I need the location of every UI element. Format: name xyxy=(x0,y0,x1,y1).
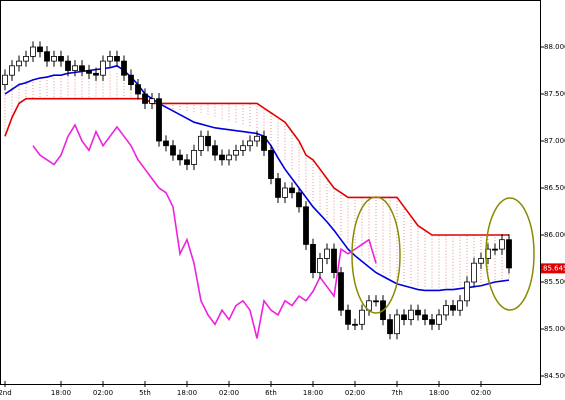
x-tick-label: 5th xyxy=(139,389,151,397)
candle-body xyxy=(338,272,344,311)
indicator-line xyxy=(32,123,377,339)
y-tick-label: 87.000 xyxy=(544,137,565,145)
candle-body xyxy=(44,51,50,62)
x-tick-label: 6th xyxy=(265,389,277,397)
candle-body xyxy=(310,244,316,274)
x-tick-label: 18:00 xyxy=(303,389,323,397)
y-tick-label: 84.500 xyxy=(544,372,565,380)
candle-body xyxy=(114,56,120,62)
candle-body xyxy=(394,314,400,335)
candle-body xyxy=(443,305,449,316)
candle-body xyxy=(191,150,197,165)
candle-body xyxy=(429,319,435,325)
candle-body xyxy=(387,319,393,335)
candle-body xyxy=(128,74,134,86)
x-tick-label: 02:00 xyxy=(345,389,365,397)
candle-body xyxy=(9,65,15,76)
annotation-ellipse xyxy=(351,196,401,314)
candle-body xyxy=(93,72,99,76)
candle-body xyxy=(408,309,414,321)
candle-body xyxy=(198,135,204,151)
x-tick-label: 2nd xyxy=(0,389,12,397)
candle-body xyxy=(233,150,239,156)
annotation-ellipse xyxy=(485,197,535,311)
plot-layer xyxy=(2,41,512,340)
x-tick-label: 18:00 xyxy=(51,389,71,397)
candle-body xyxy=(177,154,183,161)
candle-body xyxy=(156,98,162,142)
candle-body xyxy=(450,305,456,311)
price-box xyxy=(541,263,565,274)
candle-body xyxy=(289,187,295,194)
candle-body xyxy=(359,309,365,325)
candle-body xyxy=(471,262,477,283)
price-label: 85.645 xyxy=(543,264,565,272)
candle-body xyxy=(2,74,8,86)
candle-body xyxy=(37,46,43,53)
candle-body xyxy=(303,206,309,245)
y-tick-label: 85.500 xyxy=(544,278,565,286)
candle-body xyxy=(107,56,113,62)
candle-body xyxy=(219,154,225,161)
candle-body xyxy=(121,60,127,76)
candle-body xyxy=(226,154,232,161)
candle-body xyxy=(30,46,36,57)
y-tick-label: 86.500 xyxy=(544,184,565,192)
candle-body xyxy=(324,248,330,259)
candle-body xyxy=(268,150,274,180)
candle-body xyxy=(163,140,169,147)
candle-body xyxy=(72,65,78,71)
candle-body xyxy=(296,192,302,208)
candle-body xyxy=(58,56,64,62)
plot-frame xyxy=(0,0,541,385)
candle-body xyxy=(79,65,85,71)
candle-body xyxy=(205,135,211,147)
candle-body xyxy=(317,258,323,274)
x-tick-label: 02:00 xyxy=(93,389,113,397)
candle-body xyxy=(499,239,505,250)
candle-body xyxy=(86,70,92,74)
candle-body xyxy=(506,239,512,269)
candle-body xyxy=(464,281,470,302)
y-tick-label: 88.000 xyxy=(544,43,565,51)
candle-body xyxy=(212,145,218,156)
candle-body xyxy=(275,178,281,198)
candle-body xyxy=(254,135,260,142)
candle-body xyxy=(415,309,421,316)
y-tick-label: 86.000 xyxy=(544,231,565,239)
candle-body xyxy=(492,248,498,251)
candle-body xyxy=(65,60,71,71)
candle-body xyxy=(352,323,358,326)
candle-body xyxy=(345,309,351,325)
candle-body xyxy=(240,145,246,151)
y-tick-label: 87.500 xyxy=(544,90,565,98)
x-tick-label: 18:00 xyxy=(429,389,449,397)
candle-body xyxy=(51,56,57,62)
candle-body xyxy=(170,145,176,156)
candle-body xyxy=(100,60,106,76)
candle-body xyxy=(422,314,428,321)
candle-body xyxy=(247,140,253,147)
candle-body xyxy=(16,60,22,67)
x-tick-label: 18:00 xyxy=(177,389,197,397)
candle-body xyxy=(478,258,484,264)
x-tick-label: 02:00 xyxy=(219,389,239,397)
candle-body xyxy=(282,187,288,198)
candle-body xyxy=(142,93,148,104)
y-tick-label: 85.000 xyxy=(544,325,565,333)
candle-body xyxy=(436,314,442,325)
candle-body xyxy=(261,135,267,151)
candle-body xyxy=(401,314,407,321)
candle-body xyxy=(135,84,141,95)
candle-body xyxy=(184,159,190,165)
candle-body xyxy=(331,248,337,274)
x-tick-label: 02:00 xyxy=(471,389,491,397)
candle-body xyxy=(373,300,379,303)
indicator-line xyxy=(4,97,509,236)
candle-body xyxy=(457,300,463,311)
candle-body xyxy=(149,98,155,104)
x-tick-label: 7th xyxy=(391,389,403,397)
candle-body xyxy=(23,56,29,62)
